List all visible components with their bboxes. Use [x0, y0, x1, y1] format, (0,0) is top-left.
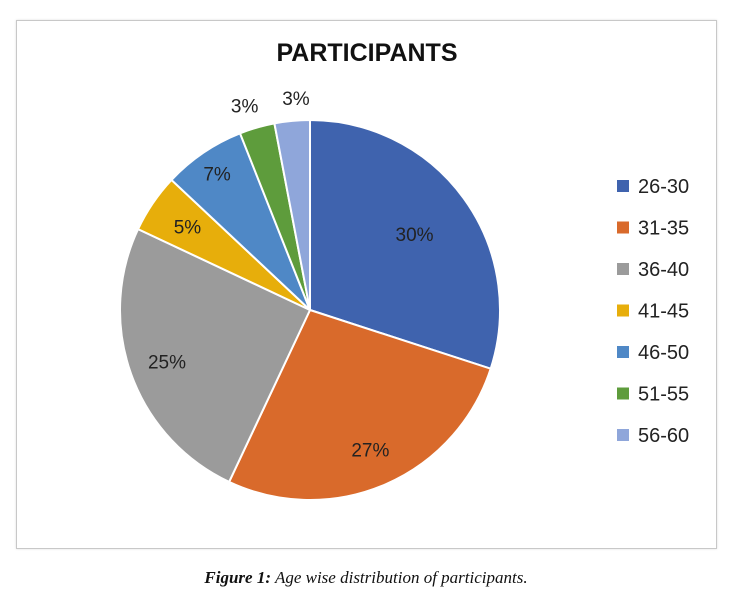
chart-frame	[16, 20, 717, 549]
data-label: 7%	[203, 164, 231, 185]
legend-label: 41-45	[638, 301, 689, 323]
legend-swatch	[617, 387, 629, 400]
caption-text: Age wise distribution of participants.	[271, 568, 528, 587]
legend-swatch	[617, 346, 629, 358]
caption-label: Figure 1:	[204, 568, 271, 587]
data-label: 25%	[148, 352, 186, 373]
data-label: 5%	[174, 218, 202, 239]
pie-slice-36-40	[119, 227, 312, 484]
pie-slice-26-30	[309, 118, 501, 370]
chart-title: PARTICIPANTS	[276, 39, 457, 67]
legend-swatch	[617, 180, 629, 192]
legend-label: 51-55	[638, 384, 689, 406]
pie-chart: PARTICIPANTS 30% 27% 25% 5% 7% 3% 3% 26-30 31-3…	[119, 39, 689, 501]
pie-slice-56-60	[273, 118, 311, 311]
data-label: 3%	[282, 89, 310, 110]
legend-label: 46-50	[638, 342, 689, 364]
legend-label: 36-40	[638, 259, 689, 281]
data-label: 3%	[231, 97, 259, 118]
legend-swatch	[617, 221, 629, 234]
data-label: 27%	[351, 440, 389, 461]
legend-swatch	[617, 263, 629, 275]
legend-swatch	[617, 429, 629, 441]
legend-label: 56-60	[638, 425, 689, 447]
figure-caption: Figure 1: Age wise distribution of parti…	[0, 568, 732, 588]
legend-swatch	[617, 304, 629, 317]
legend-label: 26-30	[638, 176, 689, 198]
data-label: 30%	[396, 225, 434, 246]
pie-slice-31-35	[227, 308, 492, 501]
legend-label: 31-35	[638, 218, 689, 240]
